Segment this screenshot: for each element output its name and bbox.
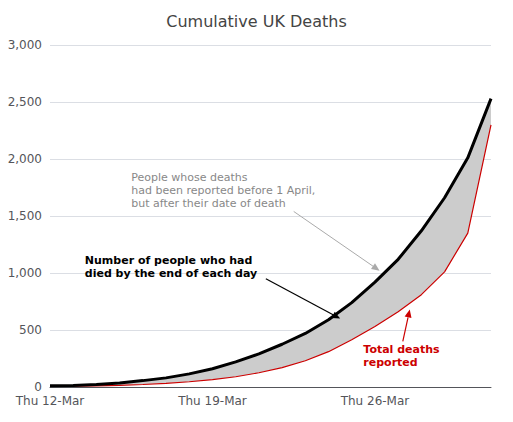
svg-text:0: 0 (34, 380, 42, 394)
svg-text:500: 500 (19, 323, 42, 337)
svg-text:Cumulative UK Deaths: Cumulative UK Deaths (166, 12, 346, 31)
svg-text:but after their date of death: but after their date of death (131, 197, 286, 210)
svg-text:died by the end of each day: died by the end of each day (85, 267, 257, 280)
svg-text:had been reported before 1 Apr: had been reported before 1 April, (131, 184, 315, 197)
svg-text:1,000: 1,000 (8, 266, 42, 280)
svg-text:1,500: 1,500 (8, 209, 42, 223)
svg-text:Thu 26-Mar: Thu 26-Mar (340, 394, 410, 408)
svg-text:2,000: 2,000 (8, 152, 42, 166)
svg-text:Thu 12-Mar: Thu 12-Mar (15, 394, 85, 408)
svg-text:Thu 19-Mar: Thu 19-Mar (177, 394, 247, 408)
svg-text:2,500: 2,500 (8, 95, 42, 109)
svg-text:Number of people who had: Number of people who had (85, 254, 253, 267)
svg-text:reported: reported (363, 356, 417, 369)
svg-text:Total deaths: Total deaths (363, 343, 440, 356)
svg-text:3,000: 3,000 (8, 38, 42, 52)
svg-text:People whose deaths: People whose deaths (131, 171, 248, 184)
